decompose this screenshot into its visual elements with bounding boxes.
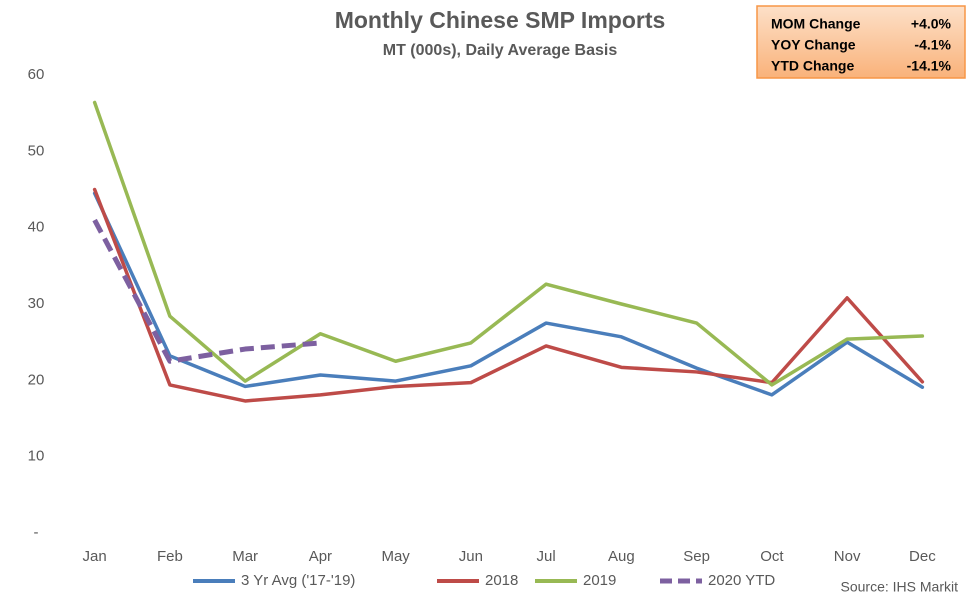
y-tick-label: - [34, 524, 39, 541]
y-tick-label: 20 [28, 371, 45, 388]
y-tick-label: 40 [28, 219, 45, 236]
x-tick-label: Jan [83, 548, 107, 565]
summary-value: -4.1% [914, 37, 951, 53]
summary-value: +4.0% [911, 16, 952, 32]
x-tick-label: Sep [683, 548, 710, 565]
y-tick-label: 60 [28, 66, 45, 83]
summary-value: -14.1% [907, 58, 952, 74]
series-line [92, 191, 925, 397]
x-tick-label: Aug [608, 548, 635, 565]
x-tick-label: Oct [760, 548, 784, 565]
legend-label: 2019 [583, 572, 616, 589]
summary-label: MOM Change [771, 16, 861, 32]
chart-title: Monthly Chinese SMP Imports [335, 7, 666, 33]
series-line [92, 187, 925, 403]
chart-subtitle: MT (000s), Daily Average Basis [383, 42, 618, 59]
legend-label: 2020 YTD [708, 572, 775, 589]
y-tick-label: 10 [28, 448, 45, 465]
x-tick-label: Dec [909, 548, 936, 565]
summary-label: YOY Change [771, 37, 856, 53]
legend-label: 2018 [485, 572, 518, 589]
x-tick-label: Jul [537, 548, 556, 565]
summary: MOM Change +4.0% YOY Change -4.1% YTD Change… [771, 16, 952, 74]
y-tick-label: 50 [28, 142, 45, 159]
x-tick-label: May [381, 548, 410, 565]
x-tick-label: Apr [309, 548, 332, 565]
series-line [92, 218, 321, 364]
x-tick-label: Jun [459, 548, 483, 565]
x-tick-label: Mar [232, 548, 258, 565]
legend-label: 3 Yr Avg ('17-'19) [241, 572, 355, 589]
source: Source: IHS Markit [841, 579, 959, 595]
summary-label: YTD Change [771, 58, 854, 74]
x-tick-label: Nov [834, 548, 861, 565]
y-tick-label: 30 [28, 295, 45, 312]
series-line [92, 100, 925, 387]
summary-box [756, 5, 966, 79]
x-tick-label: Feb [157, 548, 183, 565]
